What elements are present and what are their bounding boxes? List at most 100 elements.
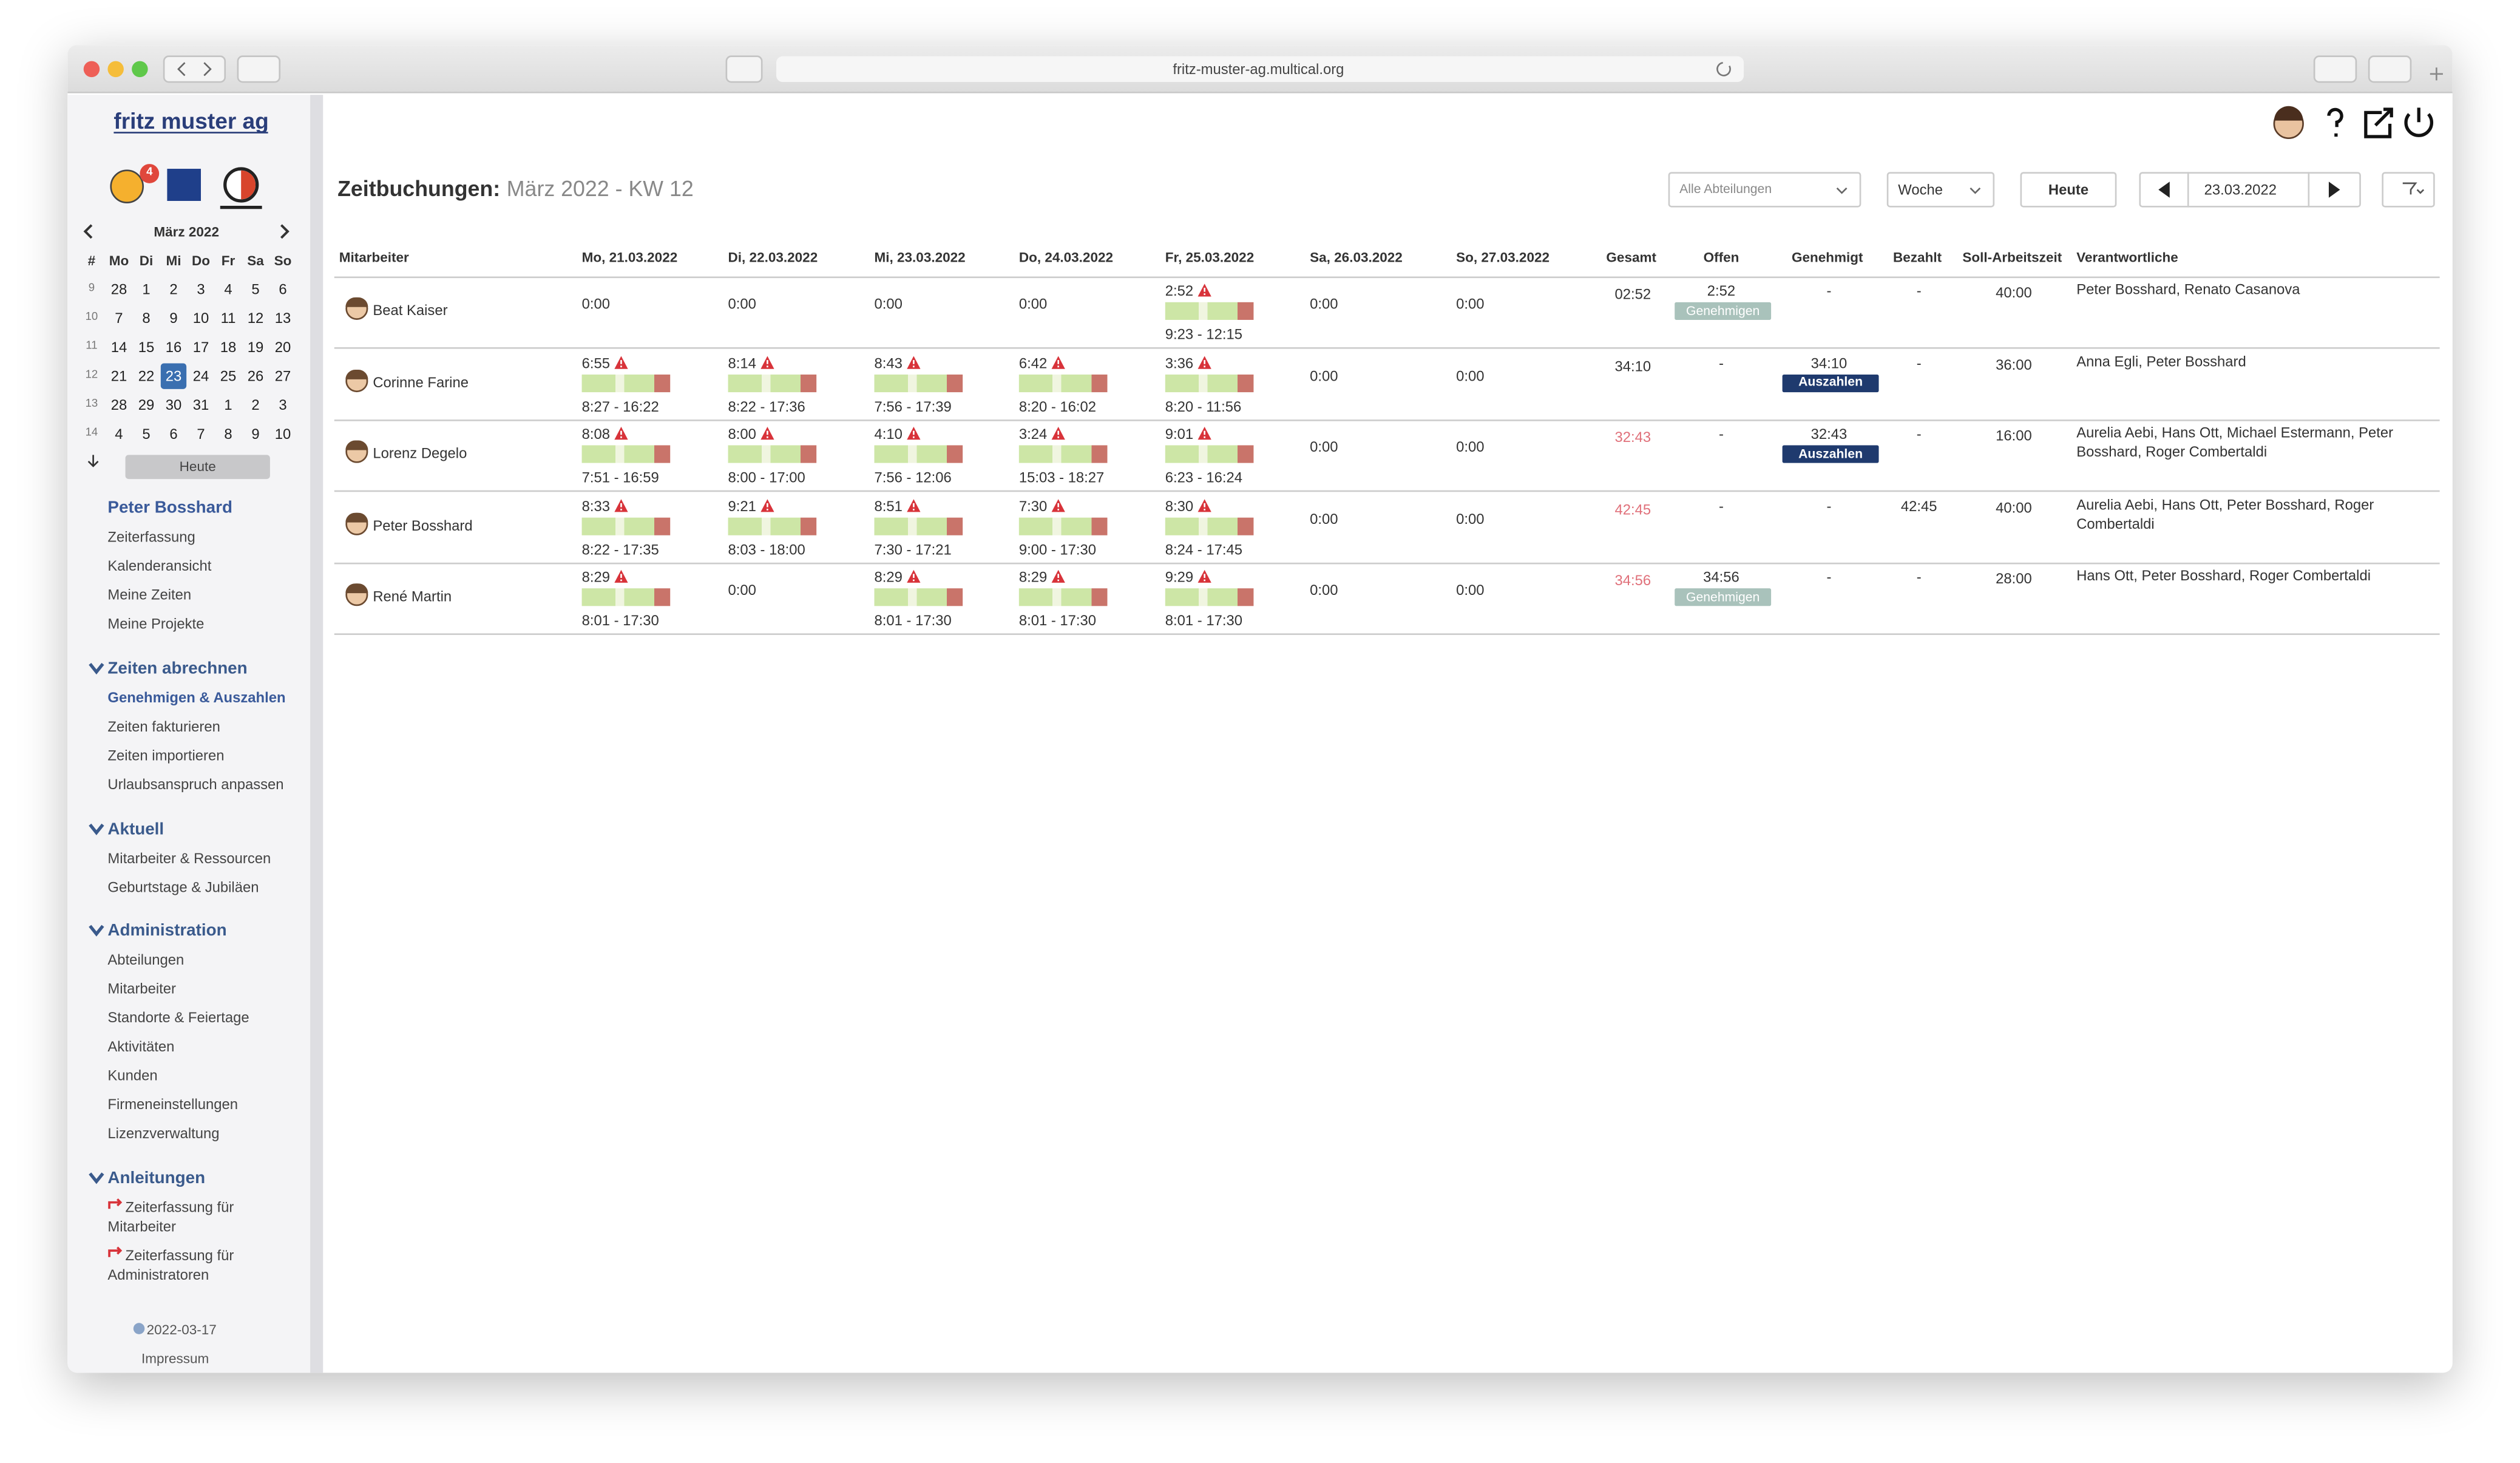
payout-button[interactable] xyxy=(1782,373,1879,392)
logo[interactable]: fritz muster ag xyxy=(113,107,269,134)
nav-link[interactable]: Mitarbeiter & Ressourcen xyxy=(107,850,271,867)
view-select[interactable] xyxy=(1886,172,1995,208)
logout-icon[interactable] xyxy=(2404,107,2434,137)
calendar-day[interactable]: 1 xyxy=(224,397,232,413)
sidebar-toggle[interactable] xyxy=(237,55,281,83)
calendar-day[interactable]: 10 xyxy=(192,310,209,327)
nav-link[interactable]: Genehmigen & Auszahlen xyxy=(107,689,286,706)
calendar-day[interactable]: 21 xyxy=(110,368,127,384)
calendar-day[interactable]: 15 xyxy=(138,339,155,356)
nav-link[interactable]: Kalenderansicht xyxy=(107,557,212,574)
payout-button[interactable] xyxy=(1782,445,1879,463)
calendar-day[interactable]: 31 xyxy=(192,397,209,413)
calendar-day[interactable]: 26 xyxy=(247,368,264,384)
export-icon[interactable] xyxy=(2364,107,2393,138)
calendar-day[interactable]: 29 xyxy=(138,397,155,413)
approve-button[interactable] xyxy=(1675,302,1772,320)
nav-link[interactable]: Meine Projekte xyxy=(107,616,205,632)
guide-link[interactable]: Zeiterfassung für Administratoren xyxy=(107,1247,234,1283)
calendar-day[interactable]: 3 xyxy=(279,397,287,413)
department-select[interactable] xyxy=(1668,172,1861,208)
calendar-day[interactable]: 17 xyxy=(192,339,209,356)
calendar-day[interactable]: 9 xyxy=(169,310,178,327)
nav-link[interactable]: Kunden xyxy=(107,1067,158,1084)
calendar-day[interactable]: 20 xyxy=(274,339,291,356)
nav-link[interactable]: Zeiten importieren xyxy=(107,747,225,764)
calendar-day[interactable]: 28 xyxy=(110,281,127,297)
imprint-link[interactable]: Impressum xyxy=(141,1350,209,1366)
zoom-button[interactable] xyxy=(132,61,148,78)
guide-link[interactable]: Zeiterfassung für Mitarbeiter xyxy=(107,1199,234,1235)
calendar-day[interactable]: 5 xyxy=(142,426,151,443)
calendar-day[interactable]: 3 xyxy=(197,281,205,297)
shield-button[interactable] xyxy=(725,55,763,83)
calendar-day[interactable]: 30 xyxy=(165,397,182,413)
calendar-day[interactable]: 6 xyxy=(279,281,287,297)
calendar-day[interactable]: 24 xyxy=(192,368,209,384)
calendar-day[interactable]: 7 xyxy=(197,426,205,443)
today-button[interactable] xyxy=(125,455,270,480)
calendar-day[interactable]: 11 xyxy=(220,310,236,327)
new-tab[interactable] xyxy=(2430,67,2443,81)
nav-link[interactable]: Lizenzverwaltung xyxy=(107,1125,220,1142)
calendar-day[interactable]: 27 xyxy=(274,368,291,384)
calendar-day[interactable]: 13 xyxy=(274,310,291,327)
calendar-day[interactable]: 8 xyxy=(142,310,151,327)
tabs-button[interactable] xyxy=(2368,55,2412,83)
section-title[interactable]: Administration xyxy=(107,921,227,941)
nav-link[interactable]: Mitarbeiter xyxy=(107,980,176,997)
calendar-day[interactable]: 23 xyxy=(165,368,182,384)
calendar-day[interactable]: 4 xyxy=(115,426,123,443)
section-title[interactable]: Zeiten abrechnen xyxy=(107,659,248,679)
calendar-day[interactable]: 8 xyxy=(224,426,232,443)
nav-link[interactable]: Aktivitäten xyxy=(107,1038,175,1055)
nav-link[interactable]: Meine Zeiten xyxy=(107,586,192,603)
nav-link[interactable]: Geburtstage & Jubiläen xyxy=(107,879,259,895)
date-nav[interactable] xyxy=(2139,172,2361,208)
calendar-day[interactable]: 16 xyxy=(165,339,182,356)
close-button[interactable] xyxy=(83,61,100,78)
share-button[interactable] xyxy=(2313,55,2357,83)
nav-link[interactable]: Standorte & Feiertage xyxy=(107,1009,249,1026)
approve-button[interactable] xyxy=(1675,588,1772,606)
section-chevron[interactable] xyxy=(89,1172,104,1184)
date-label[interactable]: 23.03.2022 xyxy=(2204,182,2277,198)
calendar-day[interactable]: 2 xyxy=(251,397,260,413)
calendar-day[interactable]: 19 xyxy=(247,339,264,356)
calendar-day[interactable]: 7 xyxy=(115,310,123,327)
nav-link[interactable]: Abteilungen xyxy=(107,951,185,968)
calendar-day[interactable]: 22 xyxy=(138,368,155,384)
calendar-day[interactable]: 18 xyxy=(220,339,237,356)
calendar-day[interactable]: 5 xyxy=(251,281,260,297)
calendar-day[interactable]: 9 xyxy=(251,426,260,443)
calendar-icon[interactable] xyxy=(167,169,201,201)
filter-icon[interactable] xyxy=(2402,182,2425,195)
nav-link[interactable]: Zeiterfassung xyxy=(107,529,195,545)
section-title[interactable]: Anleitungen xyxy=(107,1169,206,1188)
section-title[interactable]: Aktuell xyxy=(107,820,164,840)
nav-link[interactable]: Firmeneinstellungen xyxy=(107,1096,239,1113)
section-chevron[interactable] xyxy=(89,823,104,836)
calendar-day[interactable]: 2 xyxy=(169,281,178,297)
nav-link[interactable]: Urlaubsanspruch anpassen xyxy=(107,776,284,793)
calendar-day[interactable]: 4 xyxy=(224,281,232,297)
clock-icon[interactable] xyxy=(110,169,144,203)
calendar-day[interactable]: 10 xyxy=(274,426,291,443)
help-icon[interactable] xyxy=(2327,107,2343,137)
filter-btn[interactable] xyxy=(2382,172,2435,208)
calendar-day[interactable]: 12 xyxy=(247,310,264,327)
calendar-day[interactable]: 6 xyxy=(169,426,178,443)
calendar-day[interactable]: 28 xyxy=(110,397,127,413)
minimize-button[interactable] xyxy=(107,61,124,78)
nav-buttons[interactable] xyxy=(163,55,226,83)
section-chevron[interactable] xyxy=(89,662,104,675)
url-field[interactable] xyxy=(776,56,1744,83)
today-btn[interactable] xyxy=(2020,172,2117,208)
calendar-day[interactable]: 1 xyxy=(142,281,151,297)
calendar-day[interactable]: 14 xyxy=(110,339,127,356)
section-chevron[interactable] xyxy=(89,925,104,937)
nav-link[interactable]: Zeiten fakturieren xyxy=(107,718,220,735)
user-name[interactable]: Peter Bosshard xyxy=(107,498,232,518)
calendar-day[interactable]: 25 xyxy=(220,368,237,384)
reload-icon[interactable] xyxy=(1716,61,1731,76)
